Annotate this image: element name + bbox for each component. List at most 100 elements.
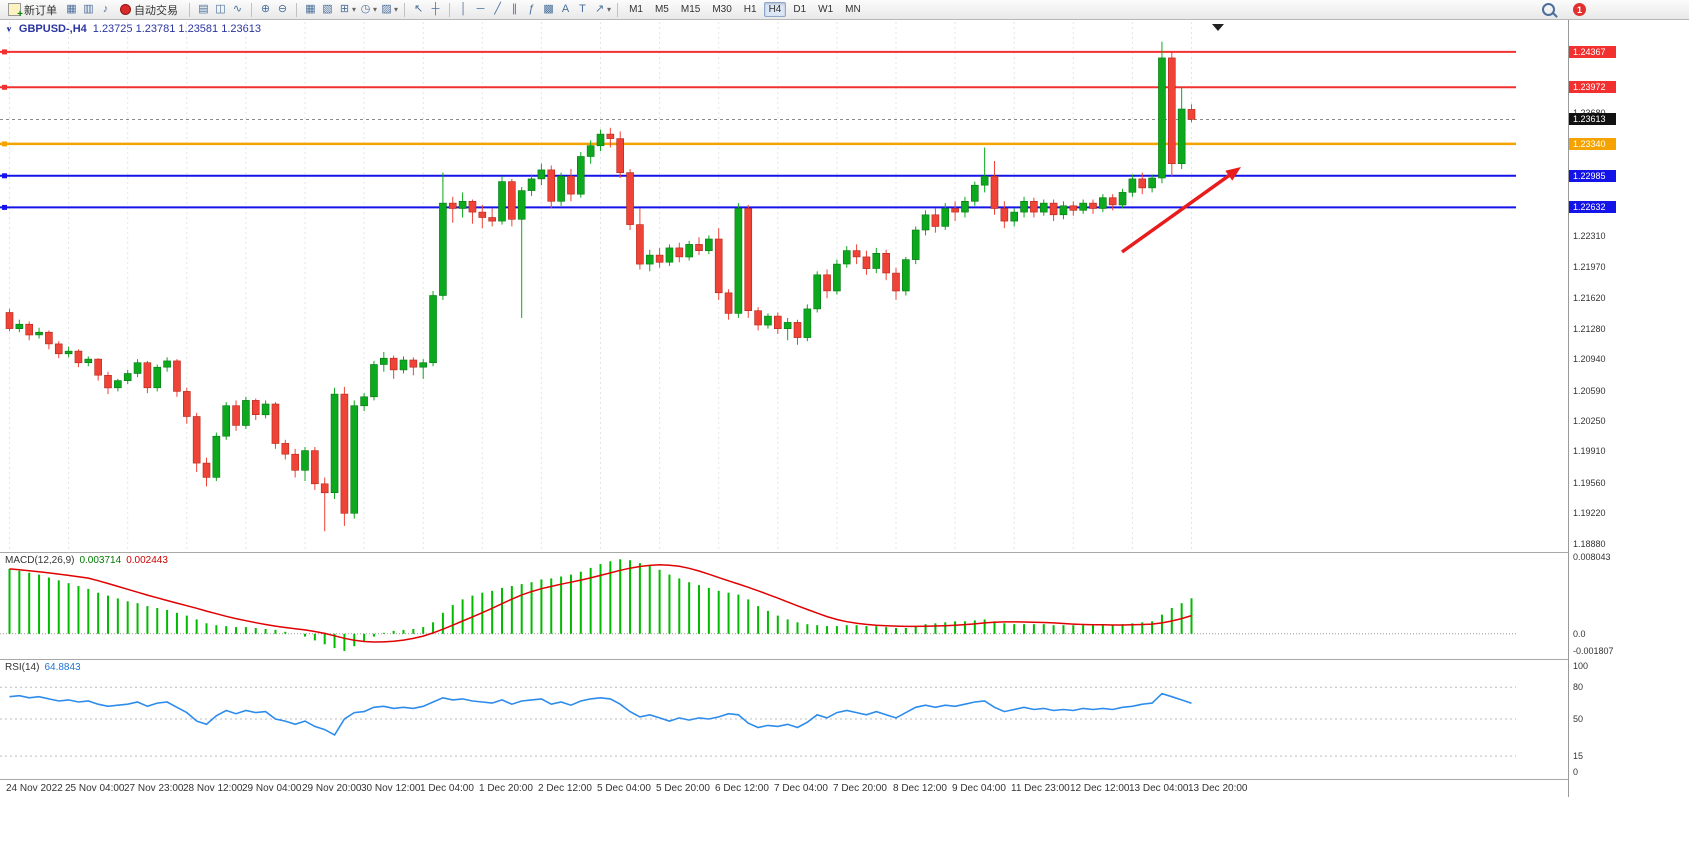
- window-menu-icon[interactable]: ▼: [5, 24, 13, 34]
- timeframe-d1[interactable]: D1: [793, 4, 807, 15]
- time-axis[interactable]: 24 Nov 2022 25 Nov 04:00 27 Nov 23:00 28 No…: [0, 779, 1568, 796]
- autotrading-button[interactable]: 自动交易: [115, 0, 183, 19]
- candle: [586, 145, 595, 157]
- macd-name: MACD(12,26,9): [5, 555, 75, 566]
- arrow-annotation-shaft[interactable]: [1120, 174, 1230, 254]
- macd-pane[interactable]: [0, 553, 1568, 659]
- candle: [951, 208, 959, 213]
- period-icon[interactable]: ◷: [360, 3, 371, 15]
- hline-handle[interactable]: [2, 173, 7, 179]
- time-label: 2 Dec 12:00: [538, 783, 592, 794]
- hline-price-label[interactable]: 1.22632: [1569, 201, 1616, 213]
- charts-icon[interactable]: ▦: [66, 3, 77, 15]
- notification-badge[interactable]: 1: [1573, 3, 1586, 16]
- timeframe-mn[interactable]: MN: [845, 4, 861, 15]
- macd-signal-value: 0.002443: [126, 555, 168, 566]
- bar-chart-icon[interactable]: ▤: [198, 3, 209, 15]
- chevron-down-icon[interactable]: ▾: [373, 5, 378, 14]
- macd-main-value: 0.003714: [79, 555, 122, 566]
- indicators-icon[interactable]: ⊞: [339, 3, 350, 15]
- price-tick: 1.19910: [1573, 446, 1606, 456]
- new-order-label: 新订单: [24, 4, 57, 17]
- candle: [734, 208, 743, 314]
- candle: [153, 366, 162, 389]
- line-chart-icon[interactable]: ∿: [232, 3, 243, 15]
- hline-price-label[interactable]: 1.23972: [1569, 81, 1616, 93]
- chevron-down-icon[interactable]: ▾: [352, 5, 357, 14]
- candle: [547, 169, 556, 202]
- candle: [301, 450, 309, 471]
- hline-handle[interactable]: [2, 49, 7, 55]
- candle: [1187, 109, 1196, 120]
- candle: [1049, 202, 1058, 216]
- channel-icon[interactable]: ∥: [511, 3, 518, 15]
- template-icon[interactable]: ▨: [381, 3, 392, 15]
- grid-icon[interactable]: ▩: [543, 3, 554, 15]
- candle: [1000, 208, 1009, 222]
- cursor-icon[interactable]: ↖: [413, 3, 424, 15]
- cascade-windows-icon[interactable]: ▧: [322, 3, 333, 15]
- chart-shift-marker[interactable]: [1212, 24, 1224, 31]
- search-icon[interactable]: [1542, 3, 1555, 16]
- time-label: 24 Nov 2022: [6, 783, 63, 794]
- timeframe-m5[interactable]: M5: [654, 4, 669, 15]
- arrow-annotation-head[interactable]: [1225, 167, 1241, 181]
- hline-price-label[interactable]: 1.23340: [1569, 138, 1616, 150]
- profiles-icon[interactable]: ▥: [83, 3, 94, 15]
- timeframe-m30[interactable]: M30: [712, 4, 732, 15]
- fibonacci-icon[interactable]: ƒ: [528, 3, 535, 15]
- candle: [320, 483, 329, 494]
- chevron-down-icon[interactable]: ▾: [607, 5, 612, 14]
- hline-handle[interactable]: [2, 141, 7, 147]
- price-pane[interactable]: [0, 22, 1568, 553]
- candle: [685, 244, 693, 258]
- price-scale[interactable]: 1.236801.223101.219701.216201.212801.209…: [1568, 20, 1629, 797]
- candle: [842, 250, 851, 265]
- chevron-down-icon[interactable]: ▾: [394, 5, 399, 14]
- horizontal-line-icon[interactable]: ─: [476, 3, 485, 15]
- time-label: 27 Nov 23:00: [124, 783, 184, 794]
- new-order-button[interactable]: 新订单: [3, 0, 62, 20]
- candle: [783, 322, 792, 329]
- hline-price-label[interactable]: 1.22985: [1569, 170, 1616, 182]
- pane-separator[interactable]: [0, 659, 1568, 660]
- current-price-label: 1.23613: [1569, 113, 1616, 125]
- candlestick-chart-icon[interactable]: ◫: [215, 3, 226, 15]
- candle: [803, 308, 812, 338]
- sound-alert-icon[interactable]: ♪: [102, 3, 109, 15]
- candle: [379, 357, 388, 365]
- hline-price-label[interactable]: 1.24367: [1569, 46, 1616, 58]
- hline-handle[interactable]: [2, 204, 7, 210]
- candle: [133, 362, 142, 374]
- candle: [25, 323, 34, 336]
- candle: [1099, 197, 1107, 209]
- candle: [1168, 57, 1176, 165]
- crosshair-icon[interactable]: ┼: [431, 3, 440, 15]
- toolbar-separator: [404, 2, 406, 17]
- pane-separator[interactable]: [0, 552, 1568, 553]
- price-tick: 1.20940: [1573, 354, 1606, 364]
- hline-handle[interactable]: [2, 84, 7, 90]
- candle: [54, 343, 63, 355]
- timeframe-h4[interactable]: H4: [763, 2, 787, 17]
- tile-windows-icon[interactable]: ▦: [305, 3, 316, 15]
- zoom-in-icon[interactable]: ⊕: [260, 3, 271, 15]
- timeframe-m15[interactable]: M15: [680, 4, 701, 15]
- rsi-pane[interactable]: [0, 660, 1568, 778]
- candle: [1030, 201, 1038, 213]
- timeframe-m1[interactable]: M1: [629, 4, 643, 15]
- trendline-icon[interactable]: ╱: [494, 3, 501, 15]
- candle: [655, 254, 664, 263]
- price-tick: 1.21280: [1573, 324, 1606, 334]
- candle: [291, 453, 299, 471]
- vertical-line-icon[interactable]: │: [460, 3, 467, 15]
- timeframe-h1[interactable]: H1: [743, 4, 757, 15]
- candle: [340, 393, 349, 514]
- candle: [764, 315, 772, 326]
- zoom-out-icon[interactable]: ⊖: [277, 3, 288, 15]
- text-label-icon[interactable]: T: [579, 3, 586, 15]
- chart-title: ▼ GBPUSD-,H4 1.23725 1.23781 1.23581 1.2…: [5, 23, 261, 35]
- arrows-icon[interactable]: ↗: [594, 3, 605, 15]
- text-icon[interactable]: A: [561, 3, 570, 15]
- timeframe-w1[interactable]: W1: [818, 4, 834, 15]
